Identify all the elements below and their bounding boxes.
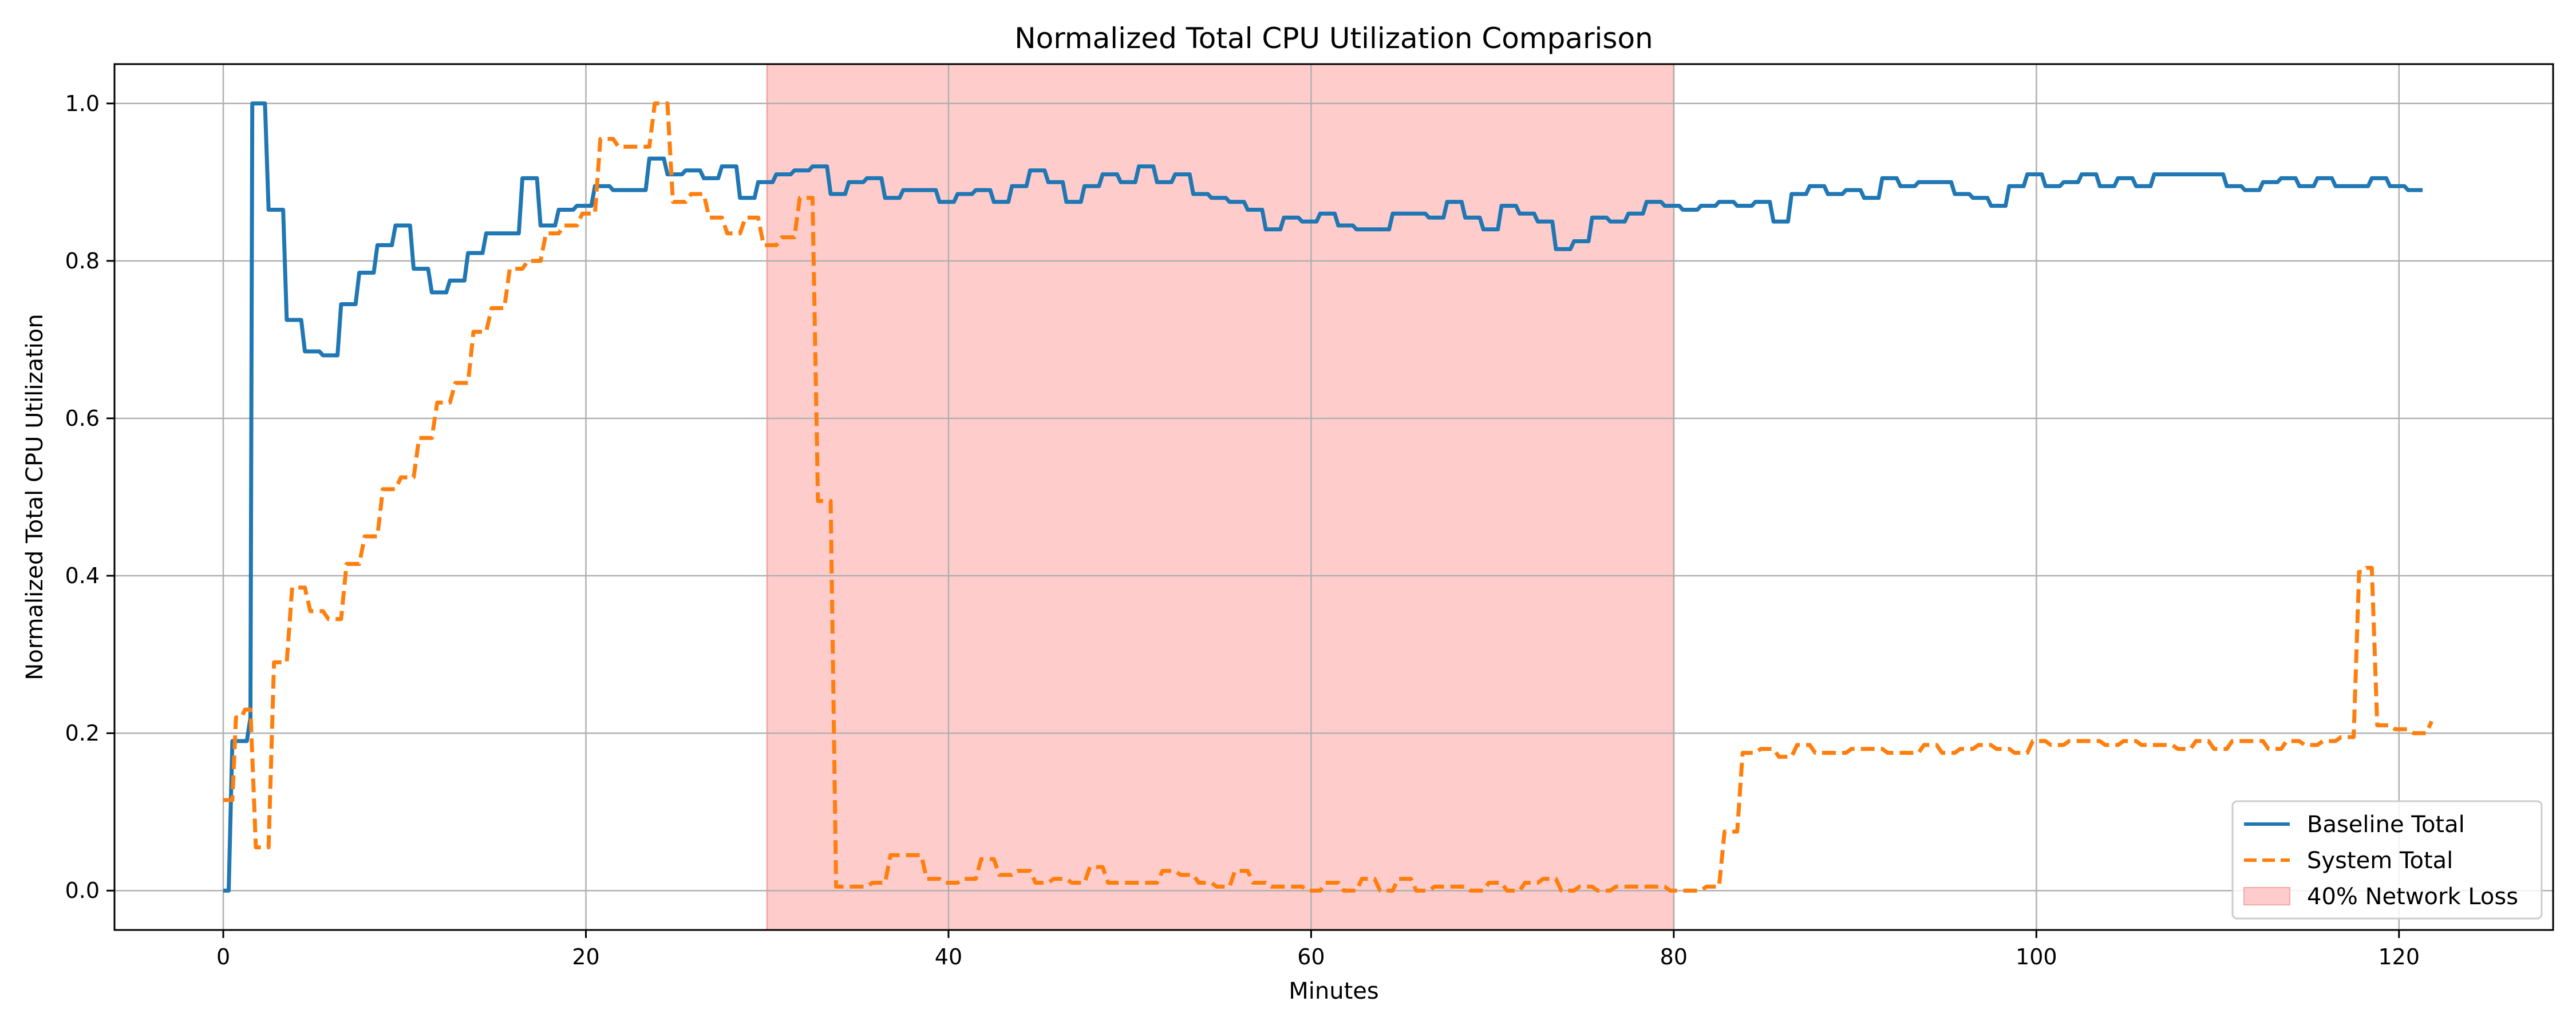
series-line-baseline-total bbox=[223, 101, 2423, 893]
y-tick-label: 0.0 bbox=[65, 878, 100, 903]
series-line-system-total bbox=[223, 101, 2433, 893]
y-tick-label: 0.8 bbox=[65, 248, 100, 274]
x-tick-label: 0 bbox=[216, 944, 230, 969]
legend-box bbox=[2231, 800, 2543, 920]
network-loss-region bbox=[766, 63, 1675, 931]
x-axis-label: Minutes bbox=[1289, 978, 1378, 1004]
chart-legend: Baseline Total System Total 40% Network … bbox=[2231, 800, 2543, 920]
x-tick-label: 120 bbox=[2379, 944, 2420, 969]
x-tick-label: 40 bbox=[935, 944, 962, 969]
legend-swatch-network-loss bbox=[2243, 887, 2290, 905]
x-tick-label: 80 bbox=[1660, 944, 1688, 969]
chart-title: Normalized Total CPU Utilization Compari… bbox=[1014, 22, 1653, 55]
legend-label-network-loss: 40% Network Loss bbox=[2307, 884, 2518, 910]
plot-frame bbox=[113, 63, 2554, 931]
y-axis-label: Normalized Total CPU Utilization bbox=[22, 314, 48, 680]
legend-label-system-total: System Total bbox=[2307, 848, 2453, 874]
x-tick-label: 20 bbox=[572, 944, 599, 969]
x-tick-label: 60 bbox=[1297, 944, 1325, 969]
y-tick-label: 0.6 bbox=[65, 406, 100, 431]
y-tick-label: 1.0 bbox=[65, 91, 100, 116]
x-tick-label: 100 bbox=[2016, 944, 2057, 969]
y-tick-label: 0.2 bbox=[65, 721, 100, 746]
y-tick-label: 0.4 bbox=[65, 563, 100, 588]
legend-label-baseline-total: Baseline Total bbox=[2307, 812, 2465, 838]
